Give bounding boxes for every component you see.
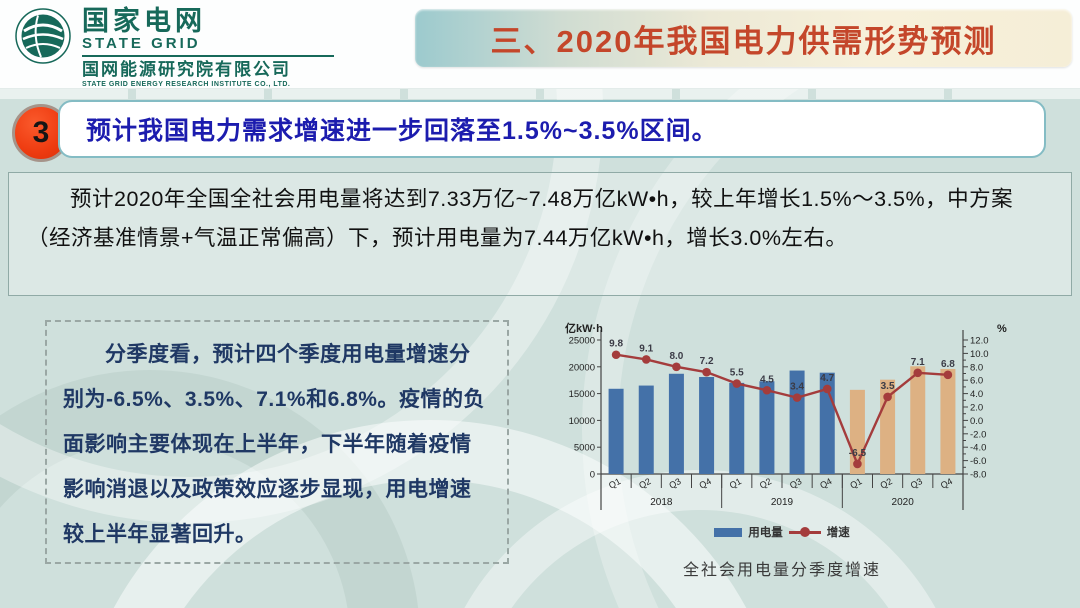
legend-line-label: 增速 [826, 527, 850, 539]
svg-text:7.1: 7.1 [911, 357, 925, 368]
category-labels: Q1 Q2 Q3 Q4 Q1 Q2 Q3 Q4 Q1 Q2 Q3 Q4 [607, 476, 954, 490]
legend-line-swatch [788, 527, 821, 537]
logo-brand-cn: 国家电网 [82, 6, 206, 36]
logo-divider [82, 55, 334, 57]
svg-text:6.8: 6.8 [941, 359, 955, 370]
slide-title: 三、2020年我国电力供需形势预测 [490, 23, 997, 59]
right-axis-ticks: -8.0 -6.0 -4.0 -2.0 0.0 2.0 4.0 6.0 8.0 10.0 12.0 [963, 336, 989, 481]
svg-text:12.0: 12.0 [970, 336, 989, 347]
chart-canvas: 0 5000 10000 15000 20000 25000 -8.0 -6.0 -4.0 -2.… [565, 322, 1007, 510]
chart-caption: 全社会用电量分季度增速 [682, 562, 881, 579]
summary-paragraph: 预计2020年全国全社会用电量将达到7.33万亿~7.48万亿kW•h，较上年增… [27, 187, 1014, 250]
svg-text:3.5: 3.5 [881, 381, 895, 392]
svg-text:25000: 25000 [569, 336, 595, 347]
svg-text:Q3: Q3 [788, 476, 803, 490]
svg-text:Q4: Q4 [698, 476, 713, 490]
quarter-note: 分季度看，预计四个季度用电量增速分别为-6.5%、3.5%、7.1%和6.8%。… [63, 343, 485, 546]
quarter-note-box: 分季度看，预计四个季度用电量增速分别为-6.5%、3.5%、7.1%和6.8%。… [45, 320, 509, 564]
svg-text:Q4: Q4 [818, 476, 833, 490]
svg-text:0: 0 [590, 470, 595, 481]
svg-text:10.0: 10.0 [970, 349, 989, 360]
svg-text:8.0: 8.0 [970, 362, 983, 373]
svg-text:2019: 2019 [771, 497, 794, 508]
svg-text:9.1: 9.1 [639, 343, 653, 354]
svg-text:Q3: Q3 [667, 476, 682, 490]
bars-electricity-consumption [608, 366, 956, 474]
summary-paragraph-box: 预计2020年全国全社会用电量将达到7.33万亿~7.48万亿kW•h，较上年增… [8, 172, 1072, 296]
svg-text:20000: 20000 [569, 362, 595, 373]
svg-text:8.0: 8.0 [669, 351, 683, 362]
section-heading: 预计我国电力需求增速进一步回落至1.5%~3.5%区间。 [86, 117, 718, 145]
left-axis-title: 亿kW·h [565, 322, 603, 335]
legend-bar-label: 用电量 [748, 527, 783, 539]
svg-text:3.4: 3.4 [790, 382, 804, 393]
left-axis-ticks: 0 5000 10000 15000 20000 25000 [569, 336, 601, 481]
svg-text:Q2: Q2 [879, 476, 894, 490]
svg-text:2020: 2020 [892, 497, 915, 508]
svg-text:-2.0: -2.0 [970, 429, 986, 440]
svg-text:Q2: Q2 [637, 476, 652, 490]
svg-text:4.7: 4.7 [820, 373, 834, 384]
logo-brand-en: STATE GRID [82, 35, 201, 52]
svg-text:5.5: 5.5 [730, 368, 744, 379]
svg-text:15000: 15000 [569, 389, 595, 400]
slide-title-banner: 三、2020年我国电力供需形势预测 [415, 9, 1072, 67]
svg-text:4.5: 4.5 [760, 374, 774, 385]
section-heading-box: 预计我国电力需求增速进一步回落至1.5%~3.5%区间。 [58, 100, 1046, 158]
svg-text:Q4: Q4 [939, 476, 954, 490]
svg-text:9.8: 9.8 [609, 339, 623, 350]
logo-org-en: STATE GRID ENERGY RESEARCH INSTITUTE CO.… [82, 81, 291, 88]
value-labels: 9.8 9.1 8.0 7.2 5.5 4.5 3.4 4.7 -6.5 3.5 7.1 6.8 [609, 339, 955, 459]
category-separators [630, 474, 934, 508]
chart-legend: 用电量 增速 [543, 524, 1021, 540]
svg-text:-6.0: -6.0 [970, 456, 986, 467]
svg-text:-4.0: -4.0 [970, 443, 986, 454]
state-grid-logo: 国家电网 STATE GRID 国网能源研究院有限公司 STATE GRID E… [14, 6, 334, 89]
svg-text:Q1: Q1 [607, 476, 622, 490]
svg-text:Q1: Q1 [728, 476, 743, 490]
year-labels: 2018 2019 2020 [650, 497, 914, 508]
svg-text:Q3: Q3 [909, 476, 924, 490]
svg-text:2018: 2018 [650, 497, 673, 508]
svg-text:Q2: Q2 [758, 476, 773, 490]
svg-text:6.0: 6.0 [970, 376, 983, 387]
line-markers [611, 350, 953, 469]
svg-text:10000: 10000 [569, 416, 595, 427]
state-grid-globe-icon [15, 8, 71, 64]
quarterly-consumption-chart: 0 5000 10000 15000 20000 25000 -8.0 -6.0 -4.0 -2.… [543, 322, 1021, 580]
logo-org-cn: 国网能源研究院有限公司 [82, 60, 291, 79]
svg-text:4.0: 4.0 [970, 389, 983, 400]
header-bar: 国家电网 STATE GRID 国网能源研究院有限公司 STATE GRID E… [0, 0, 1080, 89]
svg-text:2.0: 2.0 [970, 403, 983, 414]
svg-text:-6.5: -6.5 [849, 448, 867, 459]
header-tile-strip [0, 88, 1080, 99]
svg-text:0.0: 0.0 [970, 416, 983, 427]
svg-text:Q1: Q1 [848, 476, 863, 490]
line-growth-rate [615, 353, 948, 468]
svg-text:-8.0: -8.0 [970, 470, 986, 481]
svg-text:5000: 5000 [574, 443, 595, 454]
right-axis-title: % [997, 323, 1007, 335]
svg-text:7.2: 7.2 [700, 356, 714, 367]
legend-bar-swatch [714, 527, 743, 537]
